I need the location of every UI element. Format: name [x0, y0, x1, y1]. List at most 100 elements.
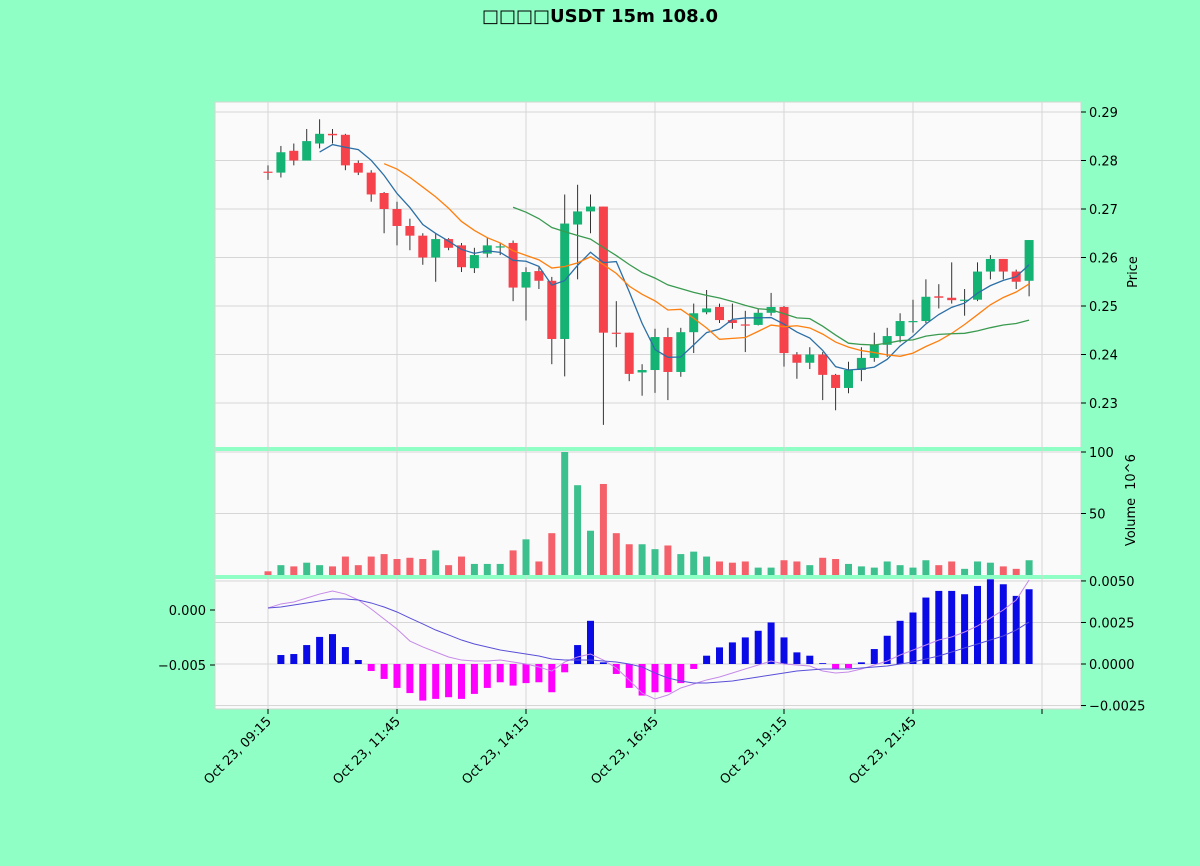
candle-up — [844, 370, 853, 388]
chart-marks — [263, 119, 1034, 701]
macd-histogram-bar — [780, 637, 788, 664]
macd-histogram-bar — [857, 662, 865, 664]
candle-down — [534, 271, 544, 281]
volume-bar — [703, 556, 711, 575]
candle-down — [598, 206, 608, 333]
volume-bar — [819, 557, 827, 575]
candle-up — [573, 211, 583, 225]
macd-histogram-bar — [741, 637, 749, 664]
macd-histogram-bar — [845, 664, 852, 669]
macd-histogram-bar — [367, 664, 375, 671]
volume-bar — [909, 567, 917, 575]
macd-hist-tick-label: 0.0025 — [1089, 616, 1135, 631]
candle-down — [263, 171, 273, 173]
volume-bar — [741, 561, 749, 575]
macd-histogram-bar — [509, 664, 517, 686]
macd-histogram-bar — [599, 662, 607, 664]
macd-histogram-bar — [625, 664, 633, 688]
volume-bar — [509, 550, 517, 575]
candle-up — [637, 370, 647, 373]
macd-histogram-bar — [728, 642, 736, 664]
candle-up — [482, 245, 492, 254]
candle-down — [715, 306, 724, 321]
grid — [215, 102, 1081, 709]
moving-average-20 — [512, 206, 1030, 346]
price-tick-label: 0.29 — [1089, 106, 1118, 121]
macd-hist-tick-label: 0.0000 — [1089, 658, 1135, 673]
volume-bar — [419, 559, 427, 575]
panel-separator — [215, 447, 1081, 451]
candle-up — [869, 344, 879, 358]
macd-hist-tick-label: −0.0025 — [1089, 700, 1145, 715]
price-tick-label: 0.23 — [1089, 397, 1118, 412]
candle-down — [328, 133, 337, 136]
macd-histogram-bar — [999, 584, 1007, 664]
volume-bar — [316, 565, 324, 575]
candle-up — [276, 152, 286, 173]
macd-histogram-bar — [948, 590, 956, 664]
macd-histogram-bar — [754, 630, 762, 664]
volume-bar — [651, 549, 659, 575]
macd-histogram-bar — [290, 654, 298, 664]
volume-bar — [1012, 568, 1020, 575]
volume-bar — [612, 533, 620, 575]
macd-histogram-bar — [316, 636, 324, 664]
candle-down — [392, 209, 402, 226]
volume-bar — [883, 561, 891, 575]
volume-tick-label: 100 — [1089, 446, 1114, 461]
macd-histogram-bar — [767, 622, 775, 664]
macd-histogram-bar — [277, 655, 285, 664]
macd-histogram-bar — [806, 655, 814, 664]
volume-bar — [793, 561, 801, 575]
volume-bar — [290, 566, 298, 575]
macd-histogram-bar — [1025, 589, 1033, 664]
volume-bar — [367, 556, 375, 575]
macd-histogram-bar — [483, 664, 491, 688]
candle-down — [508, 242, 518, 288]
candle-down — [547, 280, 557, 339]
candle-up — [1024, 240, 1034, 281]
macd-histogram-bar — [638, 664, 646, 696]
candle-down — [934, 296, 944, 298]
price-tick-label: 0.26 — [1089, 252, 1118, 267]
candle-up — [495, 246, 505, 248]
macd-line — [267, 579, 1030, 700]
volume-bar — [754, 567, 762, 575]
candle-up — [469, 255, 479, 269]
volume-bar — [677, 554, 685, 575]
macd-histogram-bar — [406, 664, 414, 694]
candle-down — [740, 324, 750, 326]
volume-bar — [483, 563, 491, 575]
macd-histogram-bar — [883, 635, 891, 664]
volume-bar — [728, 562, 736, 575]
macd-histogram-bar — [690, 664, 698, 669]
volume-bar — [341, 556, 349, 575]
signal-line — [267, 598, 1030, 684]
volume-bar — [948, 561, 956, 575]
volume-bar — [935, 565, 943, 575]
macd-histogram-bar — [896, 620, 904, 664]
volume-bar — [277, 565, 285, 575]
macd-histogram-bar — [496, 664, 504, 683]
candle-down — [727, 320, 737, 323]
macd-histogram-bar — [303, 645, 311, 664]
x-tick-label: Oct 23, 19:15 — [717, 714, 790, 787]
price-tick-label: 0.27 — [1089, 203, 1118, 218]
candle-up — [689, 313, 699, 333]
volume-bar — [496, 563, 504, 575]
volume-bar — [406, 557, 414, 575]
candle-up — [805, 354, 815, 363]
volume-bar — [548, 533, 556, 575]
volume-axis-label: Volume — [1124, 498, 1139, 546]
candle-down — [611, 332, 621, 334]
candle-down — [405, 225, 415, 236]
price-axis-label: Price — [1126, 256, 1141, 288]
macd-histogram-bar — [961, 594, 969, 664]
volume-bar — [638, 544, 646, 575]
volume-bar — [664, 545, 672, 575]
moving-average-10 — [383, 163, 1030, 357]
x-tick-label: Oct 23, 09:15 — [201, 714, 274, 787]
candle-up — [895, 321, 905, 337]
volume-bar — [961, 568, 969, 575]
